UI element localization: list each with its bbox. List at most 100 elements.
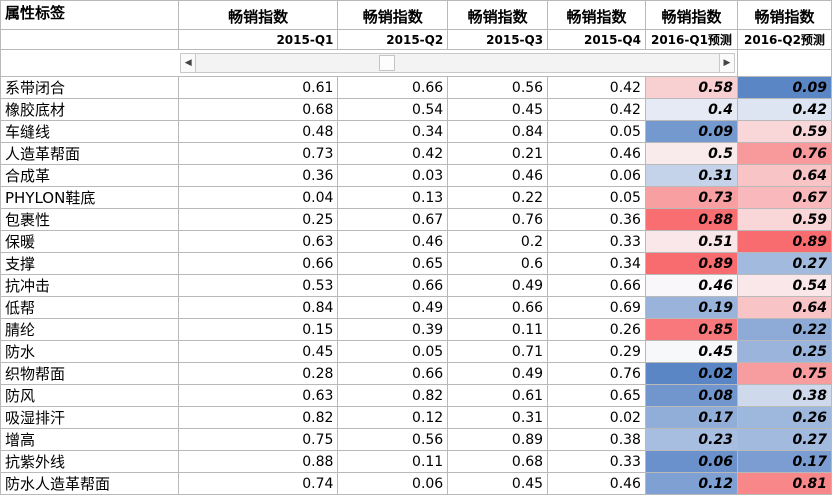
value-cell[interactable]: 0.73 xyxy=(177,142,339,165)
subheader-cell[interactable]: 2015-Q4 xyxy=(547,29,646,50)
value-cell[interactable]: 0.66 xyxy=(177,252,339,275)
prediction-cell[interactable]: 0.08 xyxy=(644,384,738,407)
prediction-cell[interactable]: 0.46 xyxy=(644,274,738,297)
prediction-cell[interactable]: 0.45 xyxy=(644,340,738,363)
value-cell[interactable]: 0.28 xyxy=(177,362,339,385)
value-cell[interactable]: 0.66 xyxy=(547,274,646,297)
value-cell[interactable]: 0.54 xyxy=(337,98,449,121)
value-cell[interactable]: 0.46 xyxy=(337,230,449,253)
value-cell[interactable]: 0.65 xyxy=(547,384,646,407)
value-cell[interactable]: 0.42 xyxy=(337,142,449,165)
value-cell[interactable]: 0.66 xyxy=(337,76,449,99)
value-cell[interactable]: 0.66 xyxy=(447,296,549,319)
value-cell[interactable]: 0.49 xyxy=(447,274,549,297)
header-cell[interactable]: 畅销指数 xyxy=(736,0,832,30)
row-label[interactable]: 增高 xyxy=(0,428,179,451)
subheader-cell[interactable]: 2015-Q1 xyxy=(177,29,339,50)
scroll-left-icon[interactable]: ◀ xyxy=(181,54,197,72)
row-label[interactable]: 腈纶 xyxy=(0,318,179,341)
value-cell[interactable]: 0.56 xyxy=(447,76,549,99)
header-cell[interactable]: 畅销指数 xyxy=(447,0,549,30)
prediction-cell[interactable]: 0.88 xyxy=(644,208,738,231)
prediction-cell[interactable]: 0.27 xyxy=(736,428,832,451)
value-cell[interactable]: 0.46 xyxy=(547,472,646,495)
value-cell[interactable]: 0.31 xyxy=(447,406,549,429)
subheader-cell[interactable]: 2016-Q1预测 xyxy=(644,29,738,50)
prediction-cell[interactable]: 0.4 xyxy=(644,98,738,121)
value-cell[interactable]: 0.34 xyxy=(337,120,449,143)
value-cell[interactable]: 0.33 xyxy=(547,450,646,473)
value-cell[interactable]: 0.05 xyxy=(547,120,646,143)
value-cell[interactable]: 0.33 xyxy=(547,230,646,253)
prediction-cell[interactable]: 0.81 xyxy=(736,472,832,495)
row-label[interactable]: 防水人造革帮面 xyxy=(0,472,179,495)
prediction-cell[interactable]: 0.73 xyxy=(644,186,738,209)
value-cell[interactable]: 0.46 xyxy=(547,142,646,165)
value-cell[interactable]: 0.69 xyxy=(547,296,646,319)
value-cell[interactable]: 0.45 xyxy=(447,98,549,121)
row-label[interactable]: 低帮 xyxy=(0,296,179,319)
value-cell[interactable]: 0.34 xyxy=(547,252,646,275)
value-cell[interactable]: 0.11 xyxy=(447,318,549,341)
prediction-cell[interactable]: 0.17 xyxy=(644,406,738,429)
prediction-cell[interactable]: 0.5 xyxy=(644,142,738,165)
value-cell[interactable]: 0.75 xyxy=(177,428,339,451)
value-cell[interactable]: 0.66 xyxy=(337,274,449,297)
header-cell[interactable]: 畅销指数 xyxy=(547,0,646,30)
value-cell[interactable]: 0.45 xyxy=(177,340,339,363)
prediction-cell[interactable]: 0.42 xyxy=(736,98,832,121)
value-cell[interactable]: 0.63 xyxy=(177,230,339,253)
value-cell[interactable]: 0.04 xyxy=(177,186,339,209)
value-cell[interactable]: 0.56 xyxy=(337,428,449,451)
prediction-cell[interactable]: 0.58 xyxy=(644,76,738,99)
prediction-cell[interactable]: 0.64 xyxy=(736,164,832,187)
row-label[interactable]: 车缝线 xyxy=(0,120,179,143)
row-label[interactable]: 抗紫外线 xyxy=(0,450,179,473)
value-cell[interactable]: 0.25 xyxy=(177,208,339,231)
subheader-empty[interactable] xyxy=(0,29,179,50)
value-cell[interactable]: 0.42 xyxy=(547,98,646,121)
value-cell[interactable]: 0.36 xyxy=(177,164,339,187)
value-cell[interactable]: 0.12 xyxy=(337,406,449,429)
prediction-cell[interactable]: 0.19 xyxy=(644,296,738,319)
prediction-cell[interactable]: 0.26 xyxy=(736,406,832,429)
subheader-cell[interactable]: 2015-Q2 xyxy=(337,29,449,50)
row-label[interactable]: 织物帮面 xyxy=(0,362,179,385)
prediction-cell[interactable]: 0.31 xyxy=(644,164,738,187)
prediction-cell[interactable]: 0.59 xyxy=(736,208,832,231)
row-label[interactable]: 抗冲击 xyxy=(0,274,179,297)
value-cell[interactable]: 0.11 xyxy=(337,450,449,473)
row-label[interactable]: 包裹性 xyxy=(0,208,179,231)
header-attr-label[interactable]: 属性标签 xyxy=(0,0,179,30)
header-cell[interactable]: 畅销指数 xyxy=(644,0,738,30)
value-cell[interactable]: 0.82 xyxy=(337,384,449,407)
row-label[interactable]: 系带闭合 xyxy=(0,76,179,99)
value-cell[interactable]: 0.29 xyxy=(547,340,646,363)
prediction-cell[interactable]: 0.76 xyxy=(736,142,832,165)
scroll-thumb[interactable] xyxy=(379,55,396,71)
scroll-right-icon[interactable]: ▶ xyxy=(718,54,734,72)
prediction-cell[interactable]: 0.64 xyxy=(736,296,832,319)
value-cell[interactable]: 0.84 xyxy=(447,120,549,143)
prediction-cell[interactable]: 0.85 xyxy=(644,318,738,341)
value-cell[interactable]: 0.2 xyxy=(447,230,549,253)
value-cell[interactable]: 0.67 xyxy=(337,208,449,231)
value-cell[interactable]: 0.36 xyxy=(547,208,646,231)
value-cell[interactable]: 0.88 xyxy=(177,450,339,473)
prediction-cell[interactable]: 0.12 xyxy=(644,472,738,495)
value-cell[interactable]: 0.15 xyxy=(177,318,339,341)
value-cell[interactable]: 0.68 xyxy=(447,450,549,473)
prediction-cell[interactable]: 0.54 xyxy=(736,274,832,297)
value-cell[interactable]: 0.02 xyxy=(547,406,646,429)
prediction-cell[interactable]: 0.25 xyxy=(736,340,832,363)
row-label[interactable]: 人造革帮面 xyxy=(0,142,179,165)
prediction-cell[interactable]: 0.09 xyxy=(736,76,832,99)
prediction-cell[interactable]: 0.59 xyxy=(736,120,832,143)
value-cell[interactable]: 0.48 xyxy=(177,120,339,143)
value-cell[interactable]: 0.76 xyxy=(447,208,549,231)
horizontal-scrollbar[interactable]: ◀ ▶ xyxy=(180,53,735,73)
row-label[interactable]: 防风 xyxy=(0,384,179,407)
row-label[interactable]: 橡胶底材 xyxy=(0,98,179,121)
subheader-cell[interactable]: 2016-Q2预测 xyxy=(736,29,832,50)
value-cell[interactable]: 0.38 xyxy=(547,428,646,451)
